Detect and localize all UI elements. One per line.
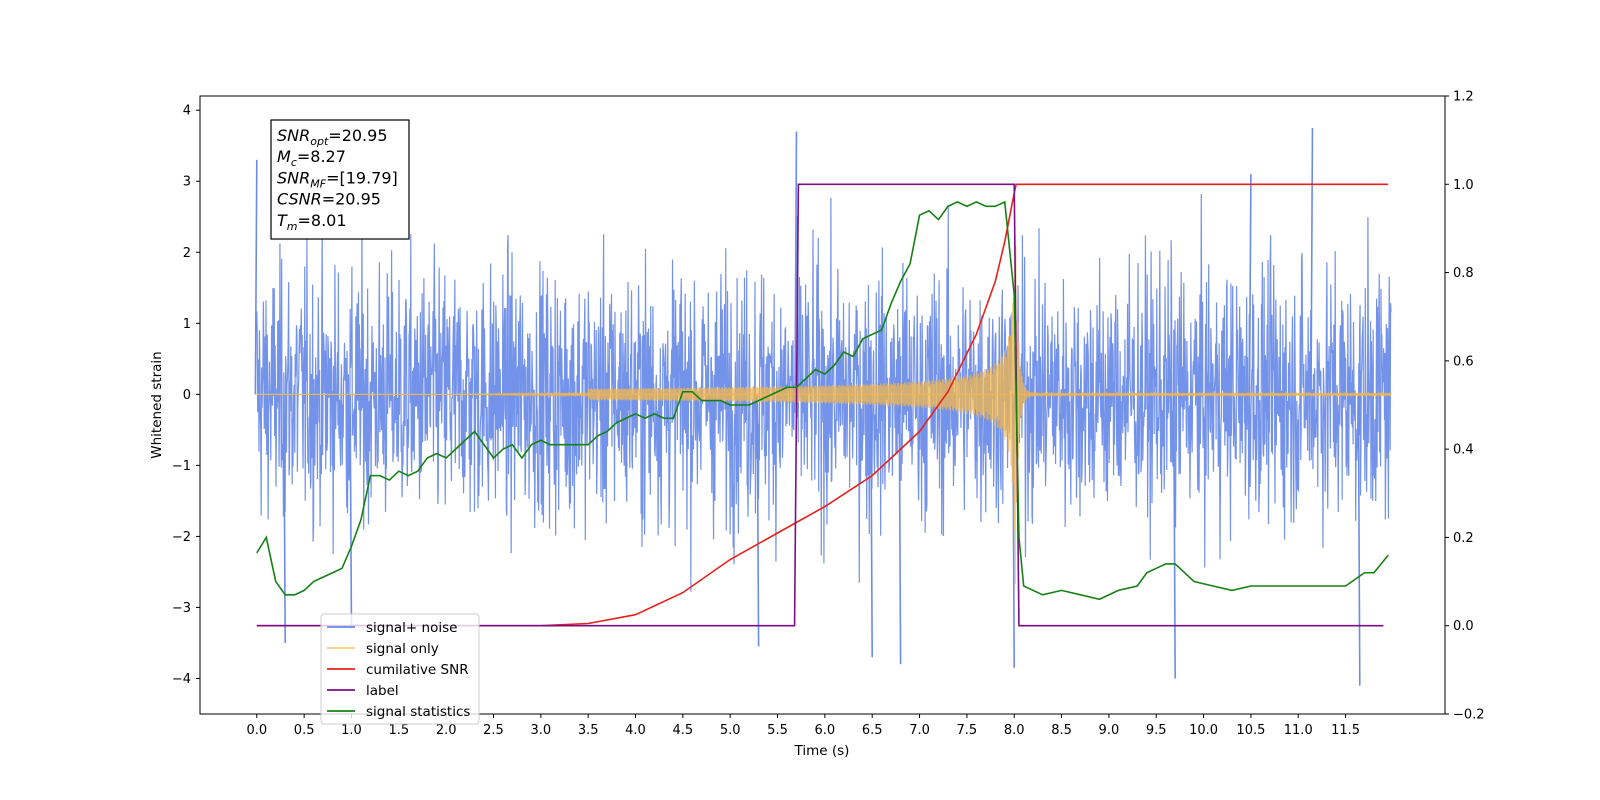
x-tick-label: 2.0	[436, 723, 457, 738]
noise-peak	[1357, 394, 1361, 686]
x-tick-label: 2.5	[483, 723, 504, 738]
info-box-line: Tm=8.01	[277, 211, 347, 233]
y2-tick-label: −0.2	[1453, 708, 1485, 723]
y2-tick-label: 0.4	[1453, 443, 1474, 458]
y-axis-label: Whitened strain	[149, 351, 165, 458]
x-tick-label: 5.0	[720, 723, 741, 738]
noise-peak	[794, 131, 798, 395]
x-tick-label: 10.5	[1236, 723, 1265, 738]
signal-noise-line	[256, 194, 1392, 592]
y2-tick-label: 1.0	[1453, 178, 1474, 193]
x-tick-label: 11.0	[1284, 723, 1313, 738]
y-tick-label: 2	[183, 246, 191, 261]
x-tick-label: 0.5	[294, 723, 315, 738]
noise-peak	[898, 394, 902, 665]
legend: signal+ noise signal only cumilative SNR la…	[320, 613, 480, 725]
noise-peak	[1248, 174, 1252, 395]
x-tick-label: 6.0	[815, 723, 836, 738]
y-tick-label: −1	[172, 459, 191, 474]
x-tick-label: 3.5	[578, 723, 599, 738]
x-tick-label: 5.5	[767, 723, 788, 738]
noise-peak	[1172, 394, 1176, 679]
x-tick-label: 11.5	[1331, 723, 1360, 738]
y-tick-label: 4	[183, 104, 191, 119]
info-box: SNRopt=20.95Mc=8.27SNRMF=[19.79]CSNR=20.…	[270, 119, 410, 240]
x-tick-label: 8.0	[1004, 723, 1025, 738]
noise-peak	[254, 159, 258, 395]
y-tick-label: −3	[172, 601, 191, 616]
y2-tick-label: 0.2	[1453, 531, 1474, 546]
y2-axis-ticks: 1.2 1.0 0.8 0.6 0.4 0.2 0.0 −0.2	[1445, 90, 1485, 723]
x-tick-label: 9.5	[1146, 723, 1167, 738]
x-tick-label: 10.0	[1189, 723, 1218, 738]
y2-tick-label: 1.2	[1453, 90, 1474, 105]
y-tick-label: −2	[172, 530, 191, 545]
x-axis-ticks: 0.0 0.5 1.0 1.5 2.0 2.5 3.0 3.5 4.0 4.5 5.0 5.5 6.0 6…	[246, 714, 1360, 738]
x-tick-label: 1.0	[341, 723, 362, 738]
x-tick-label: 8.5	[1051, 723, 1072, 738]
info-box-line: CSNR=20.95	[277, 190, 381, 209]
y-tick-label: 0	[183, 388, 191, 403]
legend-label: signal statistics	[366, 704, 470, 720]
overlay-series	[256, 183, 1389, 627]
x-axis-label: Time (s)	[794, 743, 850, 759]
info-box-frame	[270, 119, 410, 240]
noise-peak	[869, 394, 874, 658]
x-tick-label: 4.5	[673, 723, 694, 738]
label-line	[256, 183, 1384, 627]
noise-peak	[1310, 127, 1314, 395]
x-tick-label: 1.5	[388, 723, 409, 738]
x-tick-label: 0.0	[246, 723, 267, 738]
x-tick-label: 9.0	[1099, 723, 1120, 738]
info-box-line: Mc=8.27	[277, 147, 346, 169]
legend-frame	[320, 613, 480, 725]
y2-tick-label: 0.0	[1453, 619, 1474, 634]
info-box-line: SNRopt=20.95	[277, 126, 388, 148]
signal-only-series	[256, 244, 1392, 584]
legend-label: signal only	[366, 641, 439, 657]
x-tick-label: 6.5	[862, 723, 883, 738]
noise-peak	[282, 394, 287, 643]
plot-area-frame	[199, 95, 1446, 715]
x-tick-label: 3.0	[530, 723, 551, 738]
y2-tick-label: 0.8	[1453, 266, 1474, 281]
y-axis-ticks: 4 3 2 1 0 −1 −2 −3 −4	[172, 104, 200, 687]
x-tick-label: 7.5	[957, 723, 978, 738]
x-tick-label: 7.0	[909, 723, 930, 738]
x-tick-label: 4.0	[625, 723, 646, 738]
legend-label: signal+ noise	[366, 620, 457, 636]
legend-label: cumilative SNR	[366, 662, 469, 678]
noise-peak	[349, 394, 353, 629]
y-tick-label: −4	[172, 672, 191, 687]
y-tick-label: 3	[183, 175, 191, 190]
legend-label: label	[366, 683, 399, 699]
y-tick-label: 1	[183, 317, 191, 332]
signal-noise-series	[254, 127, 1392, 686]
signal-statistics-line	[256, 200, 1389, 601]
y2-tick-label: 0.6	[1453, 354, 1474, 369]
info-box-line: SNRMF=[19.79]	[277, 168, 398, 190]
noise-peak	[756, 394, 760, 647]
